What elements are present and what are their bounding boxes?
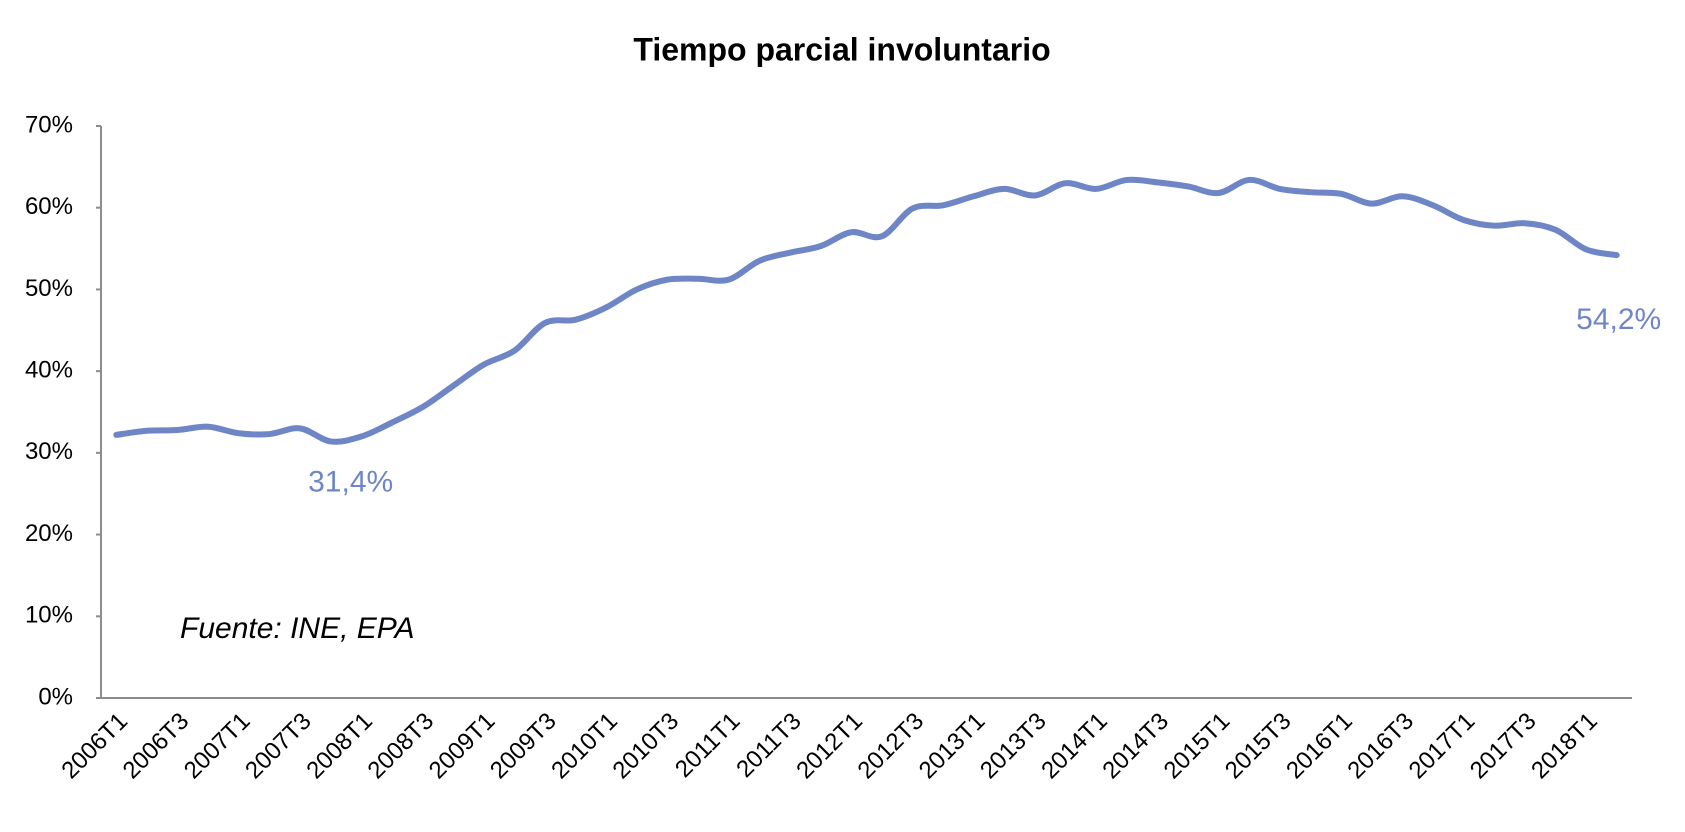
x-tick-label: 2017T3 [1465,708,1542,785]
y-tick-label: 20% [25,520,73,547]
data-label: 31,4% [308,465,393,498]
x-tick-label: 2006T3 [118,708,195,785]
y-tick-label: 30% [25,438,73,465]
x-tick-label: 2018T1 [1526,708,1603,785]
x-tick-label: 2013T3 [975,708,1052,785]
y-tick-label: 0% [38,683,73,710]
data-label: 54,2% [1576,303,1661,336]
x-tick-label: 2010T3 [608,708,685,785]
y-tick-label: 70% [25,111,73,138]
x-tick-label: 2012T3 [853,708,930,785]
chart-title: Tiempo parcial involuntario [633,31,1050,67]
x-tick-label: 2011T3 [731,708,806,783]
y-tick-label: 10% [25,602,73,629]
x-tick-label: 2007T3 [240,708,317,785]
x-tick-label: 2010T1 [546,708,623,785]
x-tick-label: 2015T3 [1220,708,1297,785]
x-tick-label: 2008T3 [363,708,440,785]
x-tick-label: 2014T1 [1036,708,1113,785]
x-tick-label: 2006T1 [56,708,133,785]
x-tick-label: 2013T1 [914,708,991,785]
x-tick-label: 2009T1 [424,708,501,785]
x-tick-label: 2007T1 [179,708,256,785]
x-tick-label: 2014T3 [1097,708,1174,785]
source-note: Fuente: INE, EPA [180,612,415,645]
y-tick-label: 60% [25,193,73,220]
line-series [113,176,1620,445]
x-tick-label: 2016T1 [1281,708,1358,785]
x-tick-label: 2009T3 [485,708,562,785]
x-tick-label: 2016T3 [1342,708,1419,785]
x-tick-label: 2012T1 [791,708,868,785]
x-tick-label: 2008T1 [301,708,378,785]
y-tick-label: 50% [25,275,73,302]
y-tick-label: 40% [25,356,73,383]
x-tick-label: 2017T1 [1404,708,1481,785]
x-tick-label: 2015T1 [1159,708,1236,785]
x-tick-label: 2011T1 [670,708,745,783]
